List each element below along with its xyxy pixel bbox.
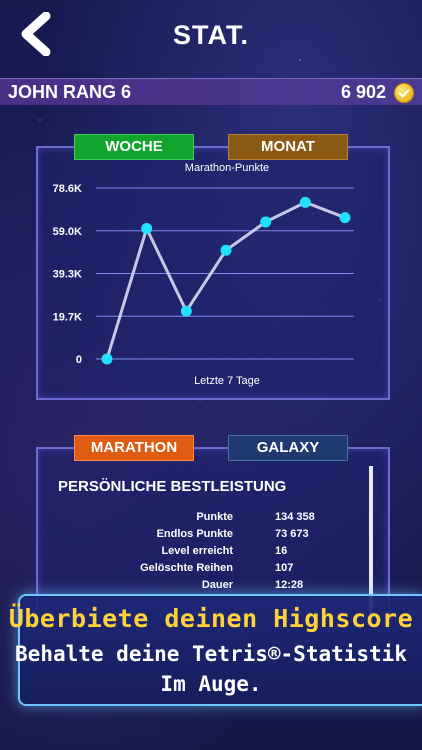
stat-value: 73 673 [275, 528, 309, 540]
stat-row: Gelöschte Reihen 107 [0, 562, 422, 579]
marathon-chart: 78.6K 59.0K 39.3K 19.7K 0 Marathon-Punkte Le… [53, 162, 354, 387]
user-bar: JOHN RANG 6 6 902 [0, 78, 422, 105]
tab-monat[interactable]: MONAT [228, 134, 348, 160]
stat-label: Gelöschte Reihen [140, 562, 233, 574]
y-tick-label: 78.6K [53, 183, 82, 195]
page-title: STAT. [173, 20, 249, 50]
data-point [101, 353, 113, 365]
stat-label: Dauer [201, 579, 233, 591]
stat-label: Endlos Punkte [156, 528, 233, 540]
promo-line-1: Behalte deine Tetris®-Statistik [15, 642, 407, 666]
y-tick-label: 19.7K [53, 311, 82, 323]
back-button[interactable] [14, 11, 58, 57]
stat-row: Dauer 12:28 [0, 579, 422, 596]
stat-value: 16 [275, 545, 288, 557]
data-point [220, 244, 232, 256]
promo-headline: Überbiete deinen Highscore [8, 604, 414, 633]
x-axis-label: Letzte 7 Tage [194, 375, 260, 387]
tab-woche[interactable]: WOCHE [74, 134, 194, 160]
y-tick-label: 0 [76, 354, 82, 366]
stat-label: Punkte [196, 511, 233, 523]
data-point [299, 196, 311, 208]
chevron-left-icon [21, 11, 51, 57]
coin-icon [394, 83, 414, 103]
y-tick-label: 39.3K [53, 269, 82, 281]
data-point [339, 212, 351, 224]
coin-count: 6 902 [340, 82, 386, 102]
stat-row: Punkte 134 358 [0, 511, 422, 528]
chart-title: Marathon-Punkte [185, 162, 269, 174]
stats-panel [36, 447, 390, 609]
tab-marathon[interactable]: MARATHON [74, 435, 194, 461]
stat-label: Level erreicht [161, 545, 233, 557]
promo-line-2: Im Auge. [160, 672, 262, 696]
stat-value: 134 358 [275, 511, 315, 523]
data-point [180, 305, 192, 317]
top-bar: STAT. [0, 0, 422, 78]
promo-banner [18, 594, 422, 706]
tab-galaxy[interactable]: GALAXY [228, 435, 348, 461]
stat-value: 107 [275, 562, 294, 574]
y-tick-label: 59.0K [53, 226, 82, 238]
stat-value: 12:28 [275, 579, 304, 591]
scrollbar[interactable] [369, 466, 373, 616]
stat-row: Endlos Punkte 73 673 [0, 528, 422, 545]
stat-row: Level erreicht 16 [0, 545, 422, 562]
data-point [260, 216, 272, 228]
stats-heading: PERSÖNLICHE BESTLEISTUNG [58, 478, 287, 495]
player-name: JOHN RANG 6 [8, 82, 132, 102]
data-point [141, 222, 153, 234]
